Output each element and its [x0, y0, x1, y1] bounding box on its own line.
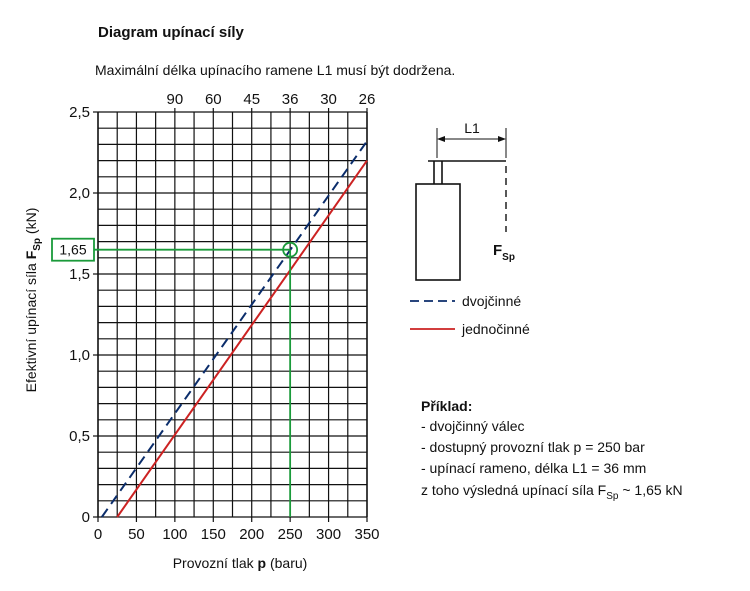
- y-axis-label-prefix: Efektivní upínací síla: [23, 259, 39, 392]
- x-tick-label: 350: [354, 526, 379, 543]
- chart-subtitle: Maximální délka upínacího ramene L1 musí…: [95, 62, 455, 78]
- dimension-arrow-right-icon: [498, 136, 506, 142]
- y-tick-label: 0: [82, 509, 90, 526]
- y-axis-ticks: 0 0,5 1,0 1,5 2,0 2,5: [69, 104, 98, 526]
- top-tick-label: 90: [167, 91, 184, 108]
- example-line-4: z toho výsledná upínací síla FSp ~ 1,65 …: [421, 482, 683, 502]
- x-tick-label: 150: [201, 526, 226, 543]
- example-line-2: - dostupný provozní tlak p = 250 bar: [421, 439, 645, 455]
- y-tick-label: 1,5: [69, 266, 90, 283]
- top-tick-label: 60: [205, 91, 222, 108]
- example-line-4-suffix: ~ 1,65 kN: [618, 482, 682, 498]
- legend: dvojčinné jednočinné: [410, 293, 530, 337]
- y-axis-label-bold: F: [23, 250, 39, 259]
- y-axis-label-suffix: (kN): [23, 208, 39, 238]
- x-tick-label: 250: [278, 526, 303, 543]
- top-tick-label: 45: [243, 91, 260, 108]
- x-tick-label: 0: [94, 526, 102, 543]
- chart-title: Diagram upínací síly: [98, 24, 245, 41]
- dimension-arrow-left-icon: [437, 136, 445, 142]
- y-axis-label-sub: Sp: [32, 238, 43, 251]
- highlight-marker: 1,65: [51, 237, 299, 517]
- legend-label-double: dvojčinné: [462, 293, 521, 309]
- x-tick-label: 50: [128, 526, 145, 543]
- x-axis-label-suffix: (baru): [266, 555, 307, 571]
- force-label-main: F: [493, 242, 502, 259]
- y-axis-label: Efektivní upínací síla FSp (kN): [23, 208, 43, 393]
- l1-label: L1: [464, 120, 480, 136]
- series-line-single-acting: [116, 160, 368, 518]
- legend-label-single: jednočinné: [461, 321, 530, 337]
- y-tick-label: 0,5: [69, 428, 90, 445]
- clamp-schematic: L1 FSp: [415, 120, 515, 281]
- highlight-value-label: 1,65: [59, 242, 86, 258]
- top-tick-label: 26: [359, 91, 376, 108]
- example-box: Příklad: - dvojčinný válec - dostupný pr…: [421, 398, 683, 502]
- series-line-double-acting: [101, 140, 368, 518]
- highlight-value-box: [51, 237, 95, 262]
- y-tick-label: 2,5: [69, 104, 90, 121]
- highlight-circle: [282, 241, 299, 258]
- x-tick-label: 300: [316, 526, 341, 543]
- example-line-4-prefix: z toho výsledná upínací síla F: [421, 482, 606, 498]
- force-label: FSp: [493, 242, 515, 263]
- example-line-4-sub: Sp: [606, 491, 619, 502]
- example-line-3: - upínací rameno, délka L1 = 36 mm: [421, 460, 646, 476]
- top-tick-label: 30: [320, 91, 337, 108]
- top-tick-label: 36: [282, 91, 299, 108]
- force-label-sub: Sp: [502, 252, 515, 263]
- x-axis-label-bold: p: [258, 555, 267, 571]
- example-heading: Příklad:: [421, 398, 472, 414]
- series-lines: [101, 140, 368, 518]
- x-axis-label: Provozní tlak p (baru): [173, 555, 308, 571]
- x-tick-label: 200: [239, 526, 264, 543]
- y-tick-label: 2,0: [69, 185, 90, 202]
- y-tick-label: 1,0: [69, 347, 90, 364]
- chart-grid: [97, 111, 368, 518]
- top-axis-ticks: 90 60 45 36 30 26: [167, 91, 376, 112]
- cylinder-body: [415, 183, 461, 281]
- example-line-1: - dvojčinný válec: [421, 418, 525, 434]
- x-tick-label: 100: [162, 526, 187, 543]
- x-axis-ticks: 0 50 100 150 200 250 300 350: [94, 517, 380, 543]
- x-axis-label-prefix: Provozní tlak: [173, 555, 258, 571]
